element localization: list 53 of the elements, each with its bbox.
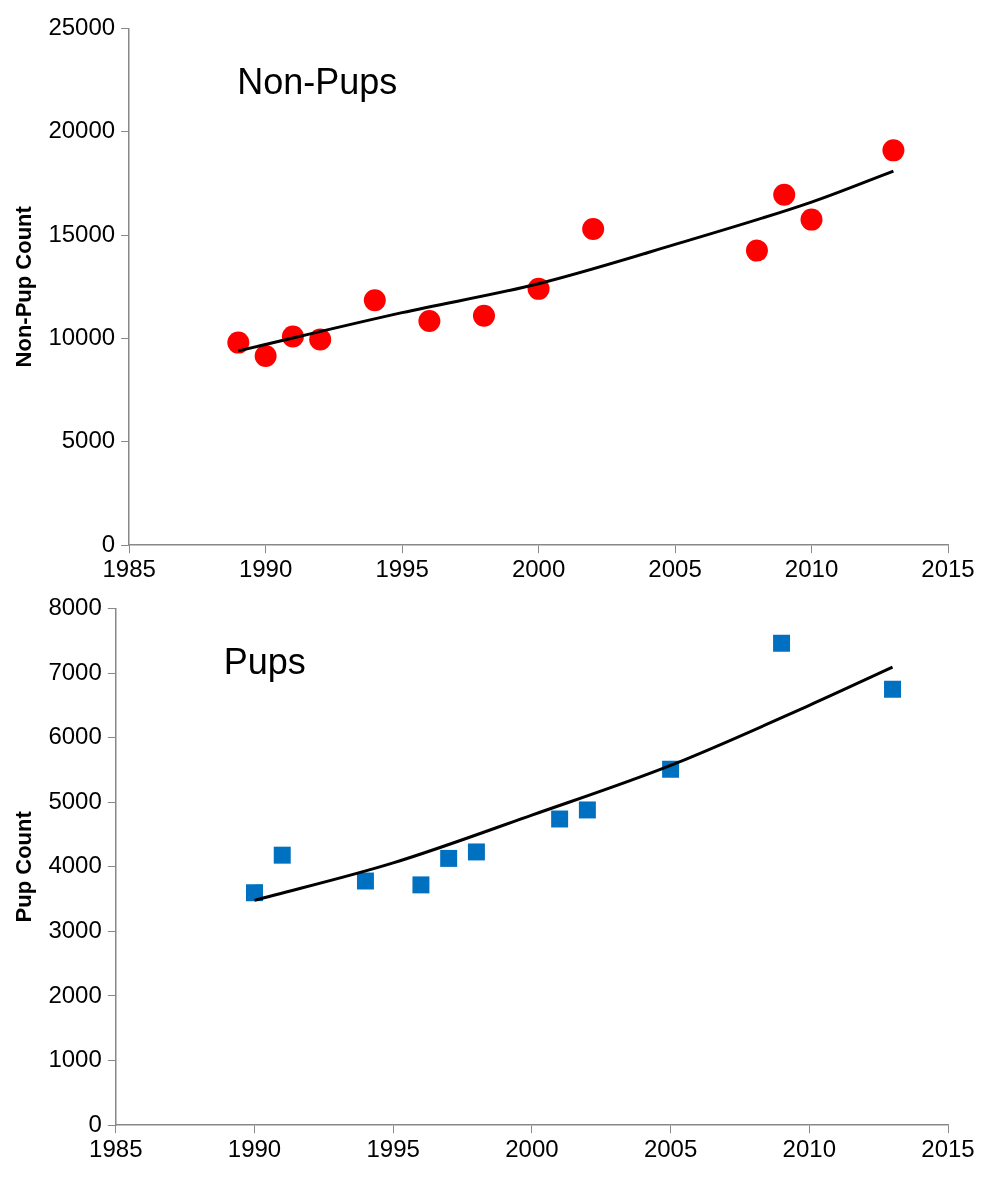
annotation: Non-Pups — [237, 61, 398, 103]
point — [551, 810, 569, 828]
point — [412, 876, 430, 894]
annotation: Pups — [223, 641, 306, 683]
point — [273, 846, 291, 864]
x-tick-label: 2000 — [505, 1135, 559, 1163]
x-tick-label: 2005 — [643, 1135, 698, 1163]
point — [440, 849, 458, 867]
x-tick-label: 2000 — [511, 555, 566, 583]
x-tick-label: 2015 — [921, 1135, 975, 1163]
x-tick-label: 1990 — [227, 1135, 282, 1163]
y-tick-label: 15000 — [48, 219, 116, 247]
x-tick-label: 1990 — [238, 555, 293, 583]
y-tick-label: 0 — [101, 529, 116, 557]
point — [884, 680, 902, 698]
point — [582, 217, 605, 240]
point — [882, 139, 905, 162]
y-tick-label: 7000 — [48, 657, 102, 685]
y-tick-label: 8000 — [48, 593, 102, 621]
point — [363, 289, 386, 312]
point — [418, 309, 441, 332]
x-tick-label: 2010 — [782, 1135, 836, 1163]
y-tick-label: 5000 — [48, 786, 102, 814]
point — [745, 239, 768, 262]
y-tick-label: 5000 — [61, 426, 116, 454]
y-axis-title: Non-Pup Count — [11, 205, 37, 368]
x-tick-label: 1995 — [375, 555, 429, 583]
y-tick-label: 25000 — [48, 13, 116, 41]
point — [578, 801, 596, 819]
x-tick-label: 2005 — [648, 555, 702, 583]
y-tick-label: 10000 — [48, 323, 116, 351]
point — [800, 208, 823, 231]
point — [246, 884, 263, 902]
x-tick-label: 1985 — [89, 1135, 143, 1163]
point — [254, 345, 277, 368]
point — [467, 843, 485, 861]
point — [773, 183, 796, 206]
y-tick-label: 2000 — [48, 980, 102, 1008]
point — [472, 304, 495, 327]
x-tick-label: 2015 — [921, 555, 975, 583]
y-tick-label: 4000 — [48, 851, 102, 879]
x-tick-label: 1985 — [102, 555, 156, 583]
y-axis-title: Pup Count — [11, 810, 37, 923]
y-tick-label: 0 — [88, 1109, 102, 1137]
point — [356, 872, 374, 890]
x-tick-label: 1995 — [366, 1135, 420, 1163]
y-tick-label: 20000 — [48, 116, 116, 144]
point — [227, 331, 250, 354]
y-tick-label: 6000 — [48, 722, 102, 750]
y-tick-label: 3000 — [48, 916, 102, 944]
y-tick-label: 1000 — [48, 1045, 102, 1073]
point — [773, 634, 791, 652]
x-tick-label: 2010 — [784, 555, 839, 583]
